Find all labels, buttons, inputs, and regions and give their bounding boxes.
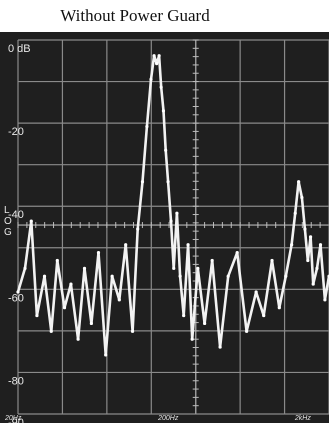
- axis-marker-letter: G: [4, 227, 12, 238]
- trace-point: [300, 195, 304, 200]
- trace-point: [190, 337, 194, 341]
- trace-point: [293, 211, 297, 215]
- trace-point: [315, 266, 319, 270]
- trace-layer: [16, 54, 329, 357]
- trace-point: [82, 266, 87, 270]
- trace-point: [23, 266, 27, 270]
- trace-point: [166, 180, 170, 184]
- trace-point: [245, 329, 249, 333]
- trace-point: [157, 54, 161, 58]
- trace-point: [124, 243, 128, 247]
- trace-point: [297, 180, 301, 184]
- trace-point: [182, 313, 186, 318]
- trace-point: [306, 258, 310, 263]
- trace-point: [196, 266, 200, 270]
- y-tick-labels: 0 dB -20 -40 -60 -80 -90: [8, 43, 31, 423]
- axis-marker: LOG: [4, 205, 12, 238]
- trace-point: [203, 321, 207, 326]
- trace-point: [110, 274, 114, 278]
- trace-point: [290, 243, 294, 247]
- trace-point: [226, 274, 230, 278]
- trace-point: [178, 274, 182, 278]
- trace-point: [152, 54, 156, 58]
- trace-point: [254, 290, 258, 294]
- y-tick-label: -20: [8, 126, 24, 138]
- trace-point: [323, 298, 327, 302]
- trace-point: [35, 313, 39, 318]
- trace-point: [169, 219, 173, 223]
- screen-background: [0, 32, 329, 423]
- trace-point: [284, 274, 288, 278]
- trace-point: [175, 211, 179, 215]
- trace-point: [62, 306, 67, 310]
- axis-marker-letter: L: [4, 205, 10, 216]
- spectrum-display: 0 dB -20 -40 -60 -80 -90 20Hz 200Hz 2kHz LOG: [0, 32, 329, 423]
- trace-point: [117, 298, 121, 302]
- trace-point: [76, 337, 80, 341]
- trace-point: [235, 250, 239, 255]
- y-tick-label: -60: [8, 292, 24, 304]
- axis-marker-letter: O: [4, 216, 12, 227]
- trace-point: [104, 353, 108, 357]
- x-tick-label: 20Hz: [4, 415, 22, 422]
- y-tick-label: -80: [8, 375, 24, 387]
- trace-point: [145, 125, 149, 129]
- x-tick-labels: 20Hz 200Hz 2kHz: [4, 415, 311, 422]
- x-tick-label: 2kHz: [294, 415, 311, 422]
- trace-point: [49, 329, 53, 333]
- trace-point: [136, 227, 140, 231]
- trace-point: [42, 274, 47, 278]
- trace-point: [130, 329, 135, 333]
- y-tick-label: -90: [8, 417, 24, 423]
- trace-point: [318, 243, 323, 247]
- spectrum-trace: [16, 54, 329, 357]
- trace-point: [16, 290, 20, 294]
- trace-point: [161, 109, 166, 113]
- trace-point: [159, 85, 163, 89]
- y-tick-label: -40: [8, 209, 24, 221]
- trace-point: [149, 77, 153, 81]
- trace-point: [155, 62, 159, 66]
- figure-title: Without Power Guard: [60, 6, 210, 25]
- trace-point: [262, 313, 266, 318]
- trace-point: [186, 243, 190, 247]
- trace-point: [218, 345, 222, 349]
- trace-point: [164, 148, 168, 152]
- x-tick-label: 200Hz: [157, 415, 179, 422]
- trace-point: [210, 258, 214, 263]
- y-tick-label: 0 dB: [8, 43, 31, 55]
- trace-point: [29, 219, 33, 223]
- trace-point: [303, 227, 307, 231]
- trace-point: [69, 282, 73, 286]
- trace-point: [270, 258, 274, 263]
- trace-point: [96, 250, 101, 255]
- trace-point: [55, 258, 59, 263]
- trace-point: [308, 235, 313, 239]
- trace-point: [172, 266, 176, 270]
- trace-point: [140, 180, 145, 184]
- trace-point: [311, 282, 315, 286]
- trace-point: [277, 306, 281, 310]
- trace-point: [89, 321, 93, 326]
